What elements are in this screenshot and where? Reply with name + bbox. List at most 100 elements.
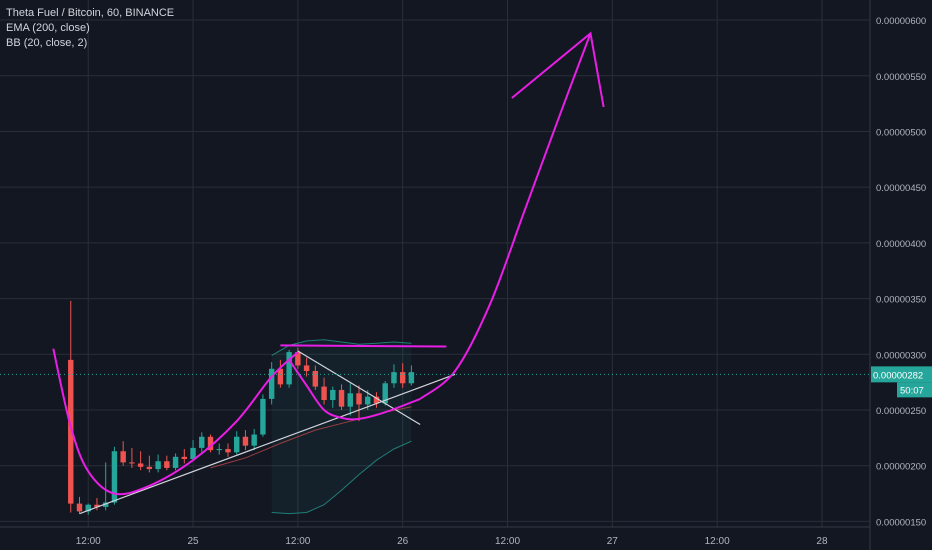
candle-body	[146, 466, 153, 470]
candle	[382, 381, 388, 406]
candle-body	[303, 365, 310, 372]
candle	[399, 363, 406, 388]
price-badge	[871, 366, 932, 383]
candle	[303, 357, 310, 377]
candle	[373, 392, 380, 408]
candle-body	[347, 393, 353, 407]
candle-body	[76, 503, 83, 512]
candle-body	[382, 383, 388, 404]
candle-body	[94, 504, 100, 507]
x-tick-label: 25	[187, 536, 199, 547]
x-tick-label: 12:00	[495, 536, 520, 547]
candle-body	[120, 451, 126, 463]
candle	[225, 443, 231, 457]
y-tick-label: 0.00000600	[876, 16, 926, 27]
candle	[76, 496, 83, 514]
candle	[242, 430, 249, 451]
candle	[251, 428, 257, 451]
candle	[146, 455, 153, 473]
y-tick-label: 0.00000500	[876, 127, 926, 138]
candle	[408, 365, 415, 386]
candle	[129, 447, 135, 468]
candle	[111, 446, 118, 505]
descending-trendline	[297, 350, 421, 426]
x-tick-label: 12:00	[76, 536, 101, 547]
candle-body	[321, 386, 327, 400]
arrow-head	[511, 31, 605, 108]
candle-body	[391, 372, 397, 384]
y-tick-label: 0.00000150	[876, 517, 926, 528]
candle	[330, 386, 336, 408]
y-tick-label: 0.00000200	[876, 462, 926, 473]
price-badge-label: 0.00000282	[873, 370, 923, 381]
candle	[164, 455, 170, 471]
candle	[102, 462, 109, 511]
candle-body	[277, 368, 284, 385]
y-tick-label: 0.00000450	[876, 183, 926, 194]
candle-body	[365, 396, 371, 405]
candle	[268, 362, 275, 405]
candlesticks	[68, 300, 415, 515]
bb-lower-line	[271, 440, 412, 515]
symbol-title[interactable]: Theta Fuel / Bitcoin, 60, BINANCE	[6, 7, 175, 19]
drawings	[52, 31, 605, 515]
candle-body	[399, 372, 406, 384]
candle-body	[312, 371, 319, 387]
candle-body	[260, 398, 266, 435]
candle-body	[102, 502, 109, 507]
ema-legend[interactable]: EMA (200, close)	[6, 22, 90, 34]
candle	[260, 394, 266, 437]
candle-body	[172, 456, 179, 468]
candle	[234, 431, 240, 455]
candle-body	[242, 436, 249, 446]
gridlines	[0, 0, 870, 527]
candle	[216, 443, 222, 455]
bb-upper-line	[271, 339, 412, 356]
x-tick-label: 12:00	[285, 536, 310, 547]
candle	[356, 385, 362, 422]
countdown-badge	[897, 382, 932, 398]
candle	[321, 377, 327, 405]
candle	[181, 449, 188, 464]
candle-body	[373, 396, 380, 404]
y-tick-label: 0.00000250	[876, 406, 926, 417]
y-tick-label: 0.00000400	[876, 239, 926, 250]
candle	[277, 359, 284, 388]
support-trendline	[79, 373, 456, 515]
bb-legend[interactable]: BB (20, close, 2)	[6, 37, 88, 49]
candle-body	[181, 456, 188, 460]
chart-legend: Theta Fuel / Bitcoin, 60, BINANCE EMA (2…	[6, 6, 174, 51]
x-tick-label: 12:00	[705, 536, 730, 547]
candle-body	[85, 504, 91, 512]
resistance-line	[280, 344, 447, 348]
candle-body	[338, 389, 345, 407]
last-price-line: 0.00000282 50:07	[0, 366, 932, 398]
candle-body	[68, 359, 74, 504]
countdown-label: 50:07	[900, 385, 924, 396]
candle-body	[251, 434, 257, 446]
candle	[94, 498, 100, 511]
candle-body	[199, 436, 205, 448]
candle	[207, 434, 214, 453]
y-tick-label: 0.00000350	[876, 295, 926, 306]
candle-body	[190, 447, 196, 460]
x-tick-label: 26	[397, 536, 409, 547]
candle-body	[164, 461, 170, 468]
x-tick-label: 28	[816, 536, 828, 547]
candle-body	[268, 368, 275, 399]
y-tick-label: 0.00000550	[876, 72, 926, 83]
candle	[137, 451, 144, 471]
candle	[347, 383, 353, 416]
handle-curve	[288, 359, 421, 421]
candle-body	[295, 352, 301, 366]
candle-body	[286, 352, 292, 385]
candle	[312, 365, 319, 390]
candle-body	[234, 436, 240, 453]
candle	[391, 364, 397, 388]
candle-body	[207, 436, 214, 451]
candle-body	[137, 463, 144, 467]
candle-body	[225, 449, 231, 453]
candle-body	[155, 461, 161, 470]
